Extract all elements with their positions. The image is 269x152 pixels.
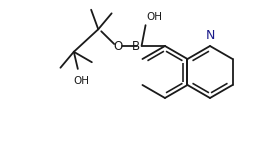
Text: OH: OH [74, 76, 90, 86]
Text: OH: OH [147, 12, 162, 22]
Text: B: B [132, 40, 140, 52]
Text: N: N [205, 29, 215, 42]
Text: O: O [114, 40, 123, 52]
